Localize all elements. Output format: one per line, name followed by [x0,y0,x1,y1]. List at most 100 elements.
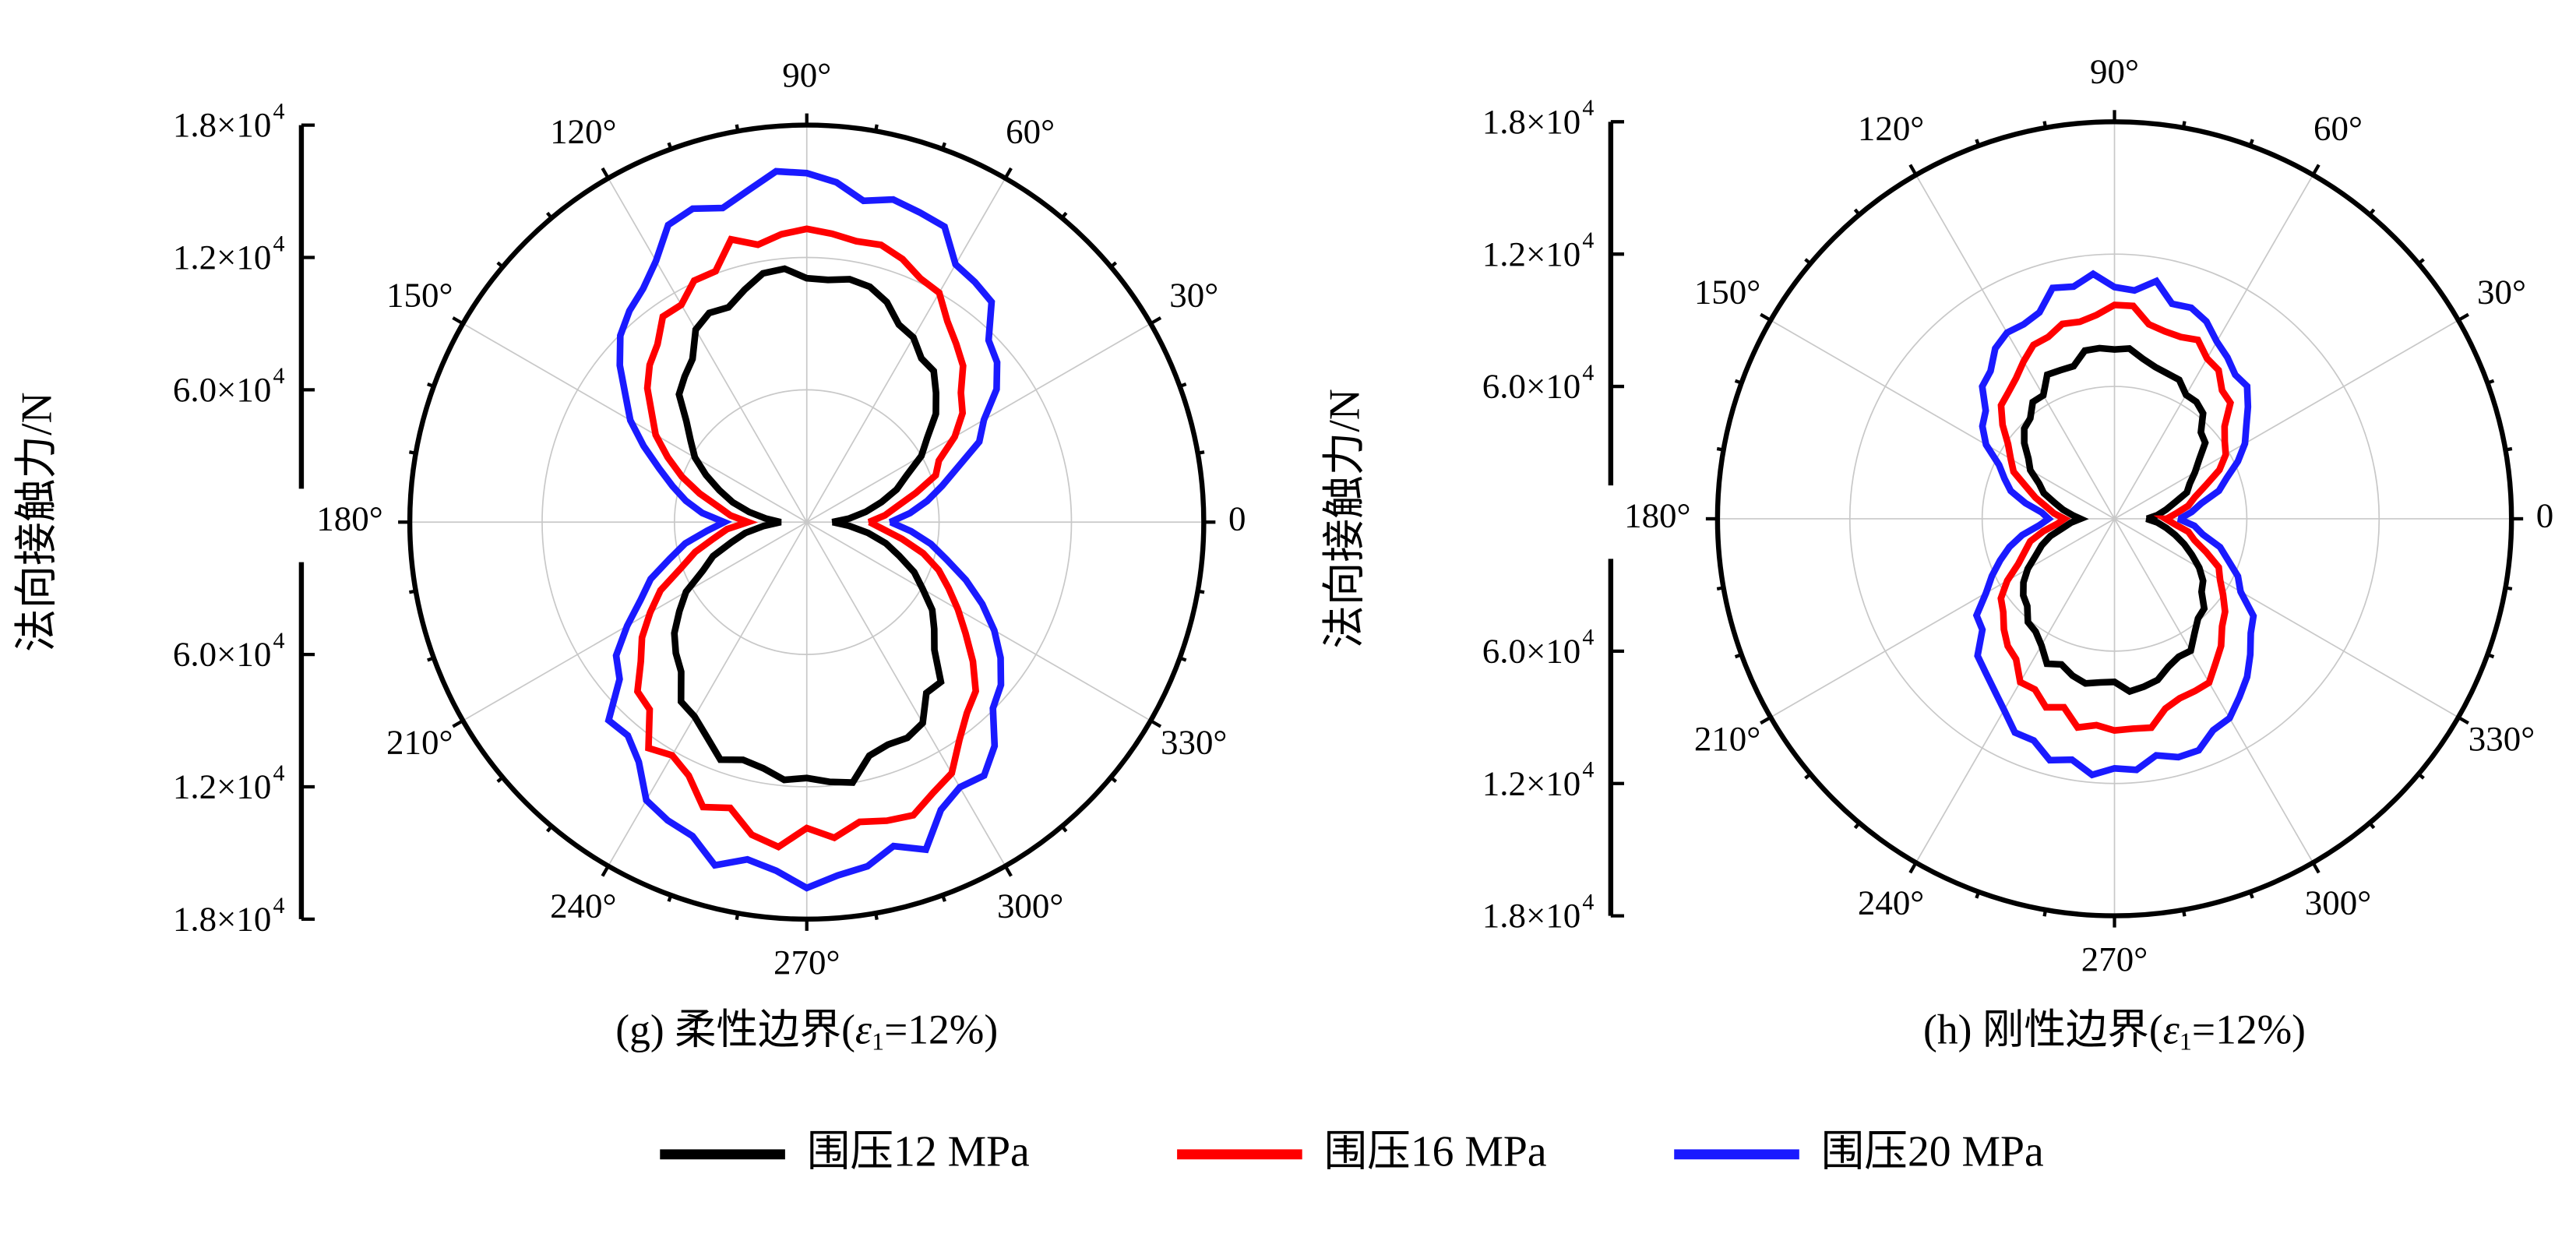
angle-tick [1804,772,1812,780]
angle-label: 240° [550,887,616,925]
grid-spoke [1915,175,2116,520]
angle-label: 30° [1169,276,1218,315]
series-line-3 [1972,270,2257,779]
radial-tick-exponent: 4 [273,363,284,389]
radial-tick-label: 1.8×10 [173,105,271,144]
caption-suffix: =12%) [2192,1006,2306,1053]
angle-label: 270° [774,943,840,982]
radial-tick-exponent: 4 [273,231,284,256]
grid-spoke [805,521,1006,867]
caption-symbol: ε [2163,1006,2180,1053]
angle-tick [1716,586,1725,591]
angle-tick [1109,261,1118,269]
radial-tick-exponent: 4 [1582,227,1594,253]
angle-tick [1060,211,1068,220]
angle-tick [1975,891,1981,899]
angle-tick [601,167,610,179]
grid-spoke [805,178,1006,523]
grid-spoke [806,323,1151,523]
angle-tick [2417,772,2425,780]
angle-tick [1760,312,1772,322]
angle-label: 150° [386,276,453,315]
angle-tick [1908,862,1918,874]
radial-tick-exponent: 4 [273,760,284,786]
angle-tick [1150,719,1162,728]
angle-tick [2457,715,2469,725]
angle-tick [1003,865,1013,877]
angle-label: 300° [2305,883,2371,922]
angle-tick [1734,653,1743,659]
angle-tick [2368,208,2376,216]
angle-tick [409,589,417,594]
radial-tick-label: 1.8×10 [1482,102,1580,141]
angle-tick [1150,316,1162,326]
grid-spoke [1915,518,2116,863]
angle-tick [667,142,673,150]
angle-label: 0 [1228,499,1246,538]
radial-tick-exponent: 4 [1582,757,1594,783]
angle-tick [2248,891,2254,899]
radial-tick-exponent: 4 [273,98,284,124]
series-line-2 [633,225,980,851]
angle-tick [2417,258,2425,266]
radial-tick-label: 1.2×10 [1482,234,1580,273]
angle-label: 120° [1858,108,1924,147]
legend-label: 围压20 MPa [1821,1128,2044,1176]
grid-spoke [2114,319,2459,520]
angle-label: 150° [1694,272,1760,311]
legend-label: 围压12 MPa [807,1128,1030,1176]
angle-tick [1179,382,1187,388]
angle-tick [2486,379,2495,385]
radial-tick-label: 1.2×10 [1482,763,1580,802]
angle-label: 90° [782,55,831,94]
series-line-1 [671,265,945,786]
angle-tick [2181,909,2187,917]
legend-item-1: 围压12 MPa [660,1128,1030,1176]
radial-tick-label: 6.0×10 [173,370,271,409]
radial-tick-label: 6.0×10 [1482,631,1580,670]
grid-spoke [2113,518,2314,863]
angle-tick [1179,656,1187,662]
angle-label: 30° [2477,272,2526,311]
radial-tick-label: 1.2×10 [173,238,271,277]
grid-spoke [608,178,808,523]
angle-label: 270° [2081,939,2148,978]
angle-tick [2486,653,2495,659]
legend-item-3: 围压20 MPa [1674,1128,2044,1176]
angle-label: 210° [386,722,453,761]
legend: 围压12 MPa 围压16 MPa 围压20 MPa [660,1128,2044,1176]
angle-tick [1197,450,1205,455]
angle-tick [735,124,740,132]
caption-prefix: (g) 柔性边界( [615,1006,855,1053]
caption-subscript: 1 [872,1028,884,1056]
angle-label: 210° [1694,719,1760,758]
angle-tick [2181,121,2187,129]
radial-tick-exponent: 4 [1582,625,1594,650]
angle-tick [941,142,946,150]
angle-tick [545,211,553,220]
angle-tick [1853,821,1861,830]
caption-suffix: =12%) [884,1006,998,1053]
radial-tick-exponent: 4 [1582,95,1594,121]
angle-tick [452,719,464,728]
grid-spoke [608,521,808,867]
angle-tick [2042,909,2048,917]
angle-tick [496,776,504,783]
angle-tick [1760,715,1772,725]
grid-spoke [462,521,808,721]
grid-spoke [2113,175,2314,520]
series-line-1 [2020,344,2209,696]
angle-tick [452,316,464,326]
polar-panel-h: 0 30° 60° 90° 120° 150° 180° 210° 240° 270° 300° 33… [1320,52,2553,1056]
angle-tick [1853,208,1861,216]
angle-tick [667,894,673,902]
angle-tick [2368,821,2376,830]
caption-prefix: (h) 刚性边界( [1923,1006,2163,1053]
angle-tick [2042,121,2048,129]
angle-tick [496,261,504,269]
radial-tick-exponent: 4 [1582,360,1594,386]
angle-label: 240° [1858,883,1924,922]
angle-label: 0 [2536,495,2553,534]
angle-tick [941,894,946,902]
